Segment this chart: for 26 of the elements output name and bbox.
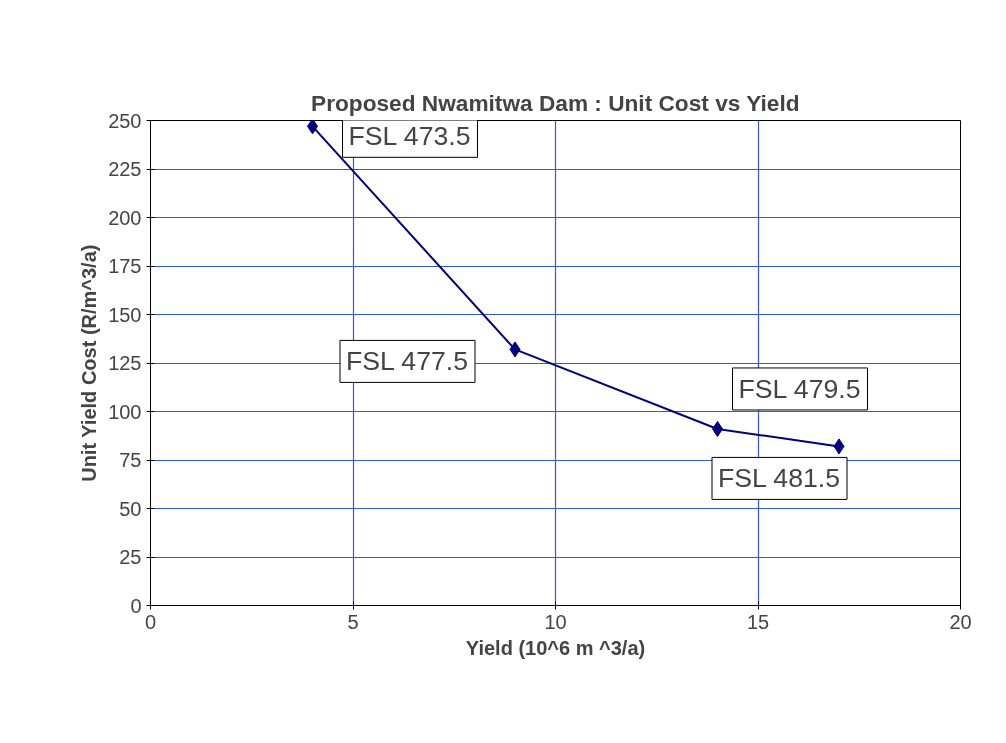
x-tick-label: 10 [544,610,567,633]
y-tick-label: 175 [108,255,142,277]
y-tick-label: 0 [130,594,142,617]
point [307,120,318,135]
y-tick-label: 150 [108,303,142,326]
y-tick-label: 125 [108,352,142,374]
x-tick-label: 0 [144,610,157,633]
y-tick-label: 25 [119,546,142,568]
x-axis-title: Yield (10^6 m ^3/a) [465,636,646,659]
chart-title: Proposed Nwamitwa Dam : Unit Cost vs Yield [311,89,800,116]
x-tick-label: 15 [746,610,770,633]
annotation: FSL 481.5 [718,463,841,494]
point [833,438,845,455]
annotation: FSL 477.5 [346,346,469,377]
annotation: FSL 479.5 [738,373,861,404]
annotation: FSL 473.5 [348,121,471,152]
y-tick-label: 100 [108,400,142,423]
y-tick-label: 50 [119,497,142,520]
y-tick-label: 250 [108,109,142,132]
point [509,341,521,358]
y-tick-label: 225 [108,158,142,180]
y-tick-label: 75 [119,449,142,471]
y-axis-title: Unit Yield Cost (R/m^3/a) [78,244,101,482]
x-tick-label: 20 [949,610,972,633]
y-tick-label: 200 [108,206,142,229]
x-tick-label: 5 [347,610,359,633]
